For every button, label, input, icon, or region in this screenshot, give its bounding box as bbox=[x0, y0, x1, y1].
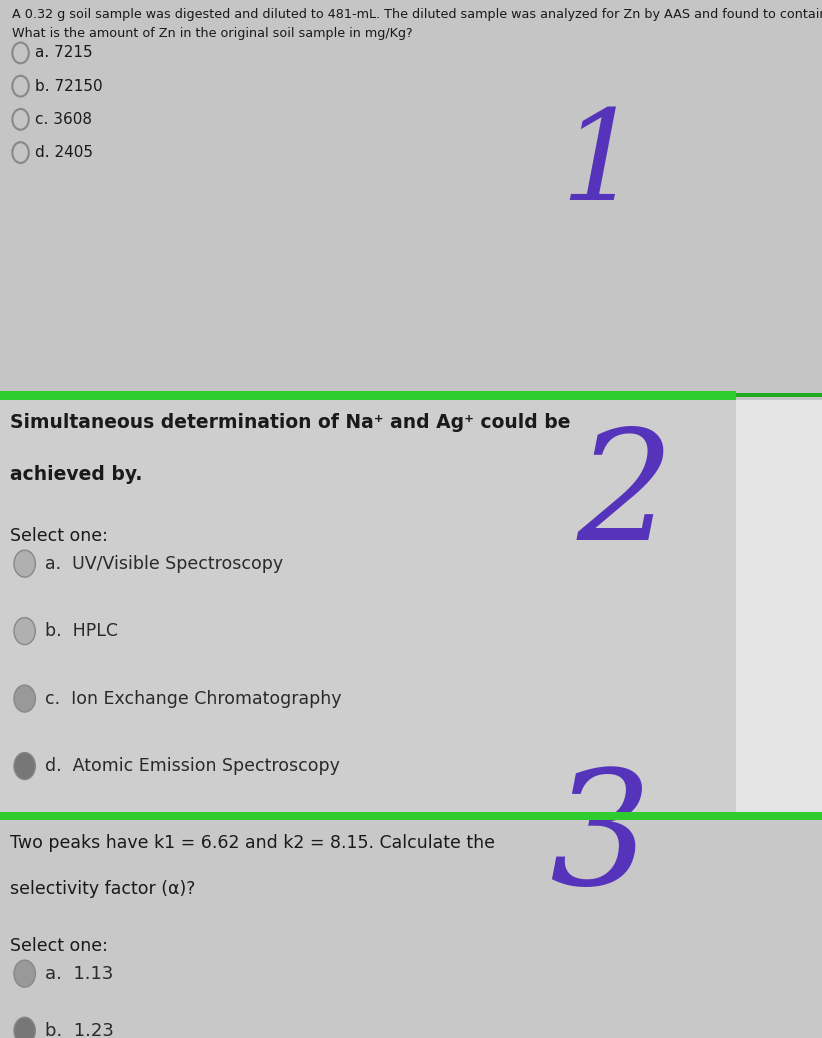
Text: b.  HPLC: b. HPLC bbox=[45, 622, 118, 640]
Text: a. 7215: a. 7215 bbox=[35, 46, 92, 60]
Text: 3: 3 bbox=[549, 764, 651, 918]
Bar bbox=[0, 812, 822, 820]
Text: d.  Atomic Emission Spectroscopy: d. Atomic Emission Spectroscopy bbox=[45, 757, 340, 775]
Text: 1: 1 bbox=[561, 105, 640, 227]
Text: What is the amount of Zn in the original soil sample in mg/Kg?: What is the amount of Zn in the original… bbox=[12, 27, 412, 40]
Bar bbox=[736, 400, 822, 812]
Text: c.  Ion Exchange Chromatography: c. Ion Exchange Chromatography bbox=[45, 689, 342, 708]
Text: b. 72150: b. 72150 bbox=[35, 79, 102, 93]
Bar bbox=[0, 0, 822, 391]
Circle shape bbox=[14, 618, 35, 645]
Text: a.  UV/Visible Spectroscopy: a. UV/Visible Spectroscopy bbox=[45, 554, 284, 573]
Bar bbox=[0, 820, 822, 1038]
Bar bbox=[736, 393, 822, 398]
Circle shape bbox=[14, 1017, 35, 1038]
Circle shape bbox=[14, 550, 35, 577]
Circle shape bbox=[14, 753, 35, 780]
Text: 2: 2 bbox=[576, 424, 673, 573]
Text: Select one:: Select one: bbox=[10, 527, 108, 545]
Text: selectivity factor (α)?: selectivity factor (α)? bbox=[10, 880, 196, 898]
Bar bbox=[0, 400, 822, 812]
Bar bbox=[0, 391, 736, 400]
Text: d. 2405: d. 2405 bbox=[35, 145, 93, 160]
Text: c. 3608: c. 3608 bbox=[35, 112, 91, 127]
Circle shape bbox=[14, 960, 35, 987]
Text: Simultaneous determination of Na⁺ and Ag⁺ could be: Simultaneous determination of Na⁺ and Ag… bbox=[10, 413, 570, 432]
Text: b.  1.23: b. 1.23 bbox=[45, 1021, 114, 1038]
Text: Select one:: Select one: bbox=[10, 937, 108, 955]
Circle shape bbox=[14, 685, 35, 712]
Text: achieved by.: achieved by. bbox=[10, 465, 142, 484]
Text: Two peaks have k1 = 6.62 and k2 = 8.15. Calculate the: Two peaks have k1 = 6.62 and k2 = 8.15. … bbox=[10, 834, 495, 851]
Text: a.  1.13: a. 1.13 bbox=[45, 964, 113, 983]
Text: A 0.32 g soil sample was digested and diluted to 481-mL. The diluted sample was : A 0.32 g soil sample was digested and di… bbox=[12, 8, 822, 22]
